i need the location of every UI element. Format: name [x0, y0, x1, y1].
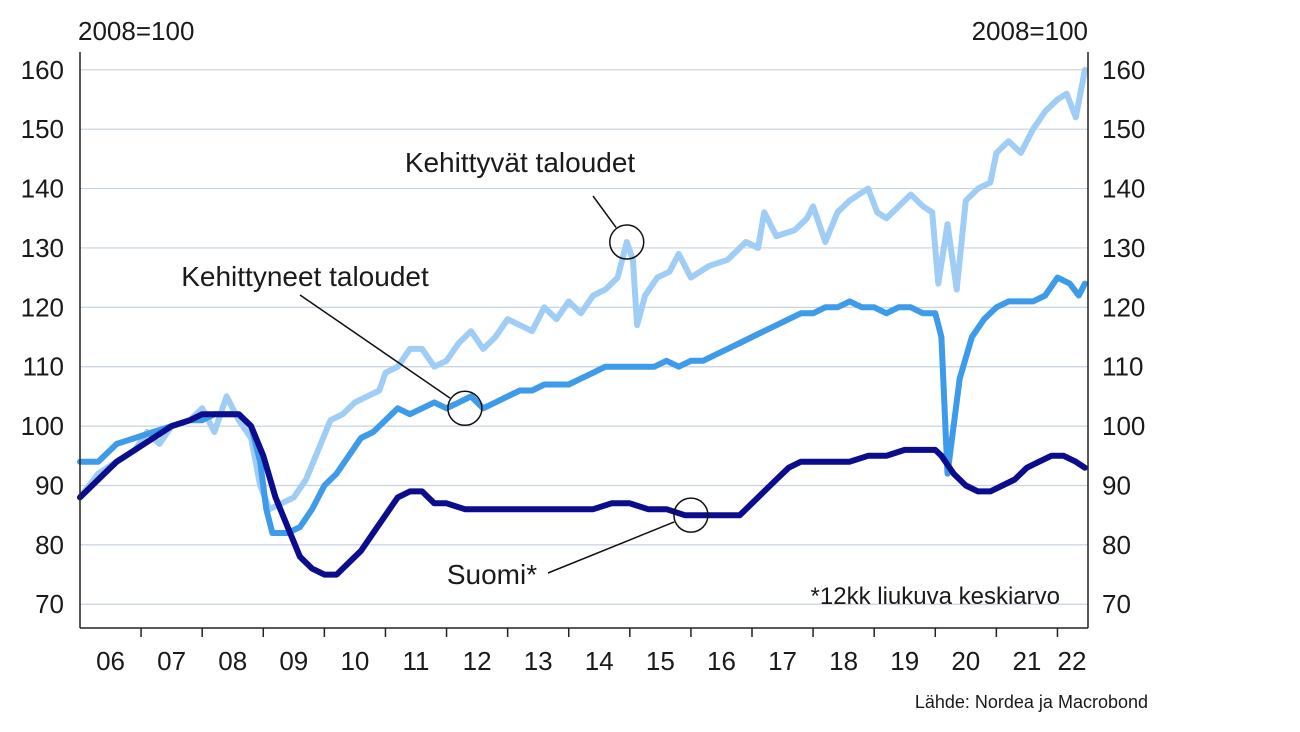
- x-tick-label: 16: [707, 646, 736, 676]
- y-tick-label-right: 140: [1102, 174, 1145, 204]
- line-kehittyvat-taloudet: [77, 66, 1088, 513]
- y-tick-label-left: 120: [21, 292, 64, 322]
- y-tick-label-left: 100: [21, 411, 64, 441]
- annotation-leader-kehittyneet: [299, 294, 451, 399]
- x-tick-label: 13: [524, 646, 553, 676]
- y-tick-label-right: 160: [1102, 55, 1145, 85]
- annotation-leader-kehittyvat: [592, 195, 617, 228]
- left-unit-label: 2008=100: [78, 16, 194, 46]
- y-tick-label-left: 160: [21, 55, 64, 85]
- annotation-kehittyvat-taloudet: Kehittyvät taloudet: [405, 147, 636, 178]
- y-tick-label-right: 150: [1102, 114, 1145, 144]
- x-tick-label: 12: [463, 646, 492, 676]
- y-tick-label-right: 130: [1102, 233, 1145, 263]
- line-kehittyneet-taloudet: [77, 274, 1088, 536]
- annotation-circle-suomi: [673, 497, 709, 533]
- x-tick-label: 17: [768, 646, 797, 676]
- x-tick-label: 22: [1058, 646, 1087, 676]
- x-tick-label: 07: [157, 646, 186, 676]
- y-tick-label-right: 90: [1102, 470, 1131, 500]
- source-label: Lähde: Nordea ja Macrobond: [915, 692, 1148, 712]
- x-tick-label: 20: [951, 646, 980, 676]
- annotation-kehittyneet-taloudet: Kehittyneet taloudet: [181, 261, 429, 292]
- x-tick-label: 15: [646, 646, 675, 676]
- y-tick-label-left: 130: [21, 233, 64, 263]
- y-tick-label-left: 90: [35, 470, 64, 500]
- x-tick-label: 11: [403, 646, 430, 676]
- axes: [79, 52, 1089, 629]
- x-tick-label: 18: [829, 646, 858, 676]
- y-tick-label-left: 70: [35, 589, 64, 619]
- right-unit-label: 2008=100: [972, 16, 1088, 46]
- x-tick-label: 09: [279, 646, 308, 676]
- y-tick-label-left: 140: [21, 174, 64, 204]
- y-tick-label-right: 110: [1102, 352, 1143, 382]
- x-tick-label: 19: [890, 646, 919, 676]
- x-tick-label: 10: [340, 646, 369, 676]
- x-tick-labels: 06 07 08 09 10 11 12 13 14 15 16 17 18 19 20 21 22: [96, 646, 1086, 676]
- y-tick-label-left: 150: [21, 114, 64, 144]
- x-tick-label: 08: [218, 646, 247, 676]
- annotation-leader-suomi: [547, 521, 675, 574]
- x-tick-label: 21: [1012, 646, 1041, 676]
- footnote: *12kk liukuva keskiarvo: [811, 583, 1060, 610]
- annotation-circle-kehittyvat: [609, 224, 645, 260]
- annotation-suomi: Suomi*: [447, 559, 537, 590]
- y-tick-label-left: 110: [23, 352, 64, 382]
- x-tick-marks: [140, 628, 1059, 637]
- y-tick-label-left: 80: [35, 530, 64, 560]
- annotation-circle-kehittyneet: [447, 390, 483, 427]
- annotations: Kehittyvät taloudet Kehittyneet taloudet…: [181, 147, 709, 590]
- y-tick-label-right: 70: [1102, 589, 1131, 619]
- y-tick-labels-right: 70 80 90 100 110 120 130 140 150 160: [1102, 55, 1145, 619]
- x-tick-label: 06: [96, 646, 125, 676]
- y-tick-label-right: 120: [1102, 292, 1145, 322]
- line-suomi: [77, 411, 1088, 578]
- series-layer: [77, 66, 1088, 578]
- y-tick-labels-left: 70 80 90 100 110 120 130 140 150 160: [21, 55, 64, 619]
- y-tick-label-right: 80: [1102, 530, 1131, 560]
- y-tick-label-right: 100: [1102, 411, 1145, 441]
- x-tick-label: 14: [585, 646, 614, 676]
